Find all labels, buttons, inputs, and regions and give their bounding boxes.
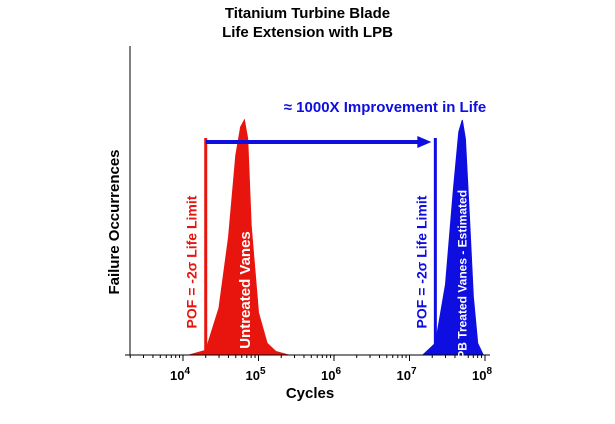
series-label-1: Untreated Vanes: [237, 231, 254, 349]
x-tick-label: 104: [170, 366, 190, 383]
improvement-arrow-head: [417, 136, 432, 148]
x-tick-label: 105: [245, 366, 265, 383]
x-axis-label: Cycles: [286, 385, 334, 402]
life-limit-label-1: POF = -2σ Life Limit: [184, 195, 200, 328]
x-tick-label: 107: [396, 366, 416, 383]
x-tick-label: 106: [321, 366, 341, 383]
chart-title-line2: Life Extension with LPB: [222, 24, 393, 41]
series-label-2: LPB Treated Vanes - Estimated: [455, 190, 469, 366]
series-area-1: [188, 118, 289, 356]
life-limit-label-2: POF = -2σ Life Limit: [413, 195, 429, 328]
improvement-annotation: ≈ 1000X Improvement in Life: [284, 99, 486, 116]
x-tick-label: 108: [472, 366, 492, 383]
series-area-2: [422, 119, 484, 356]
y-axis-label: Failure Occurrences: [106, 149, 123, 294]
chart-title-line1: Titanium Turbine Blade: [224, 5, 391, 22]
